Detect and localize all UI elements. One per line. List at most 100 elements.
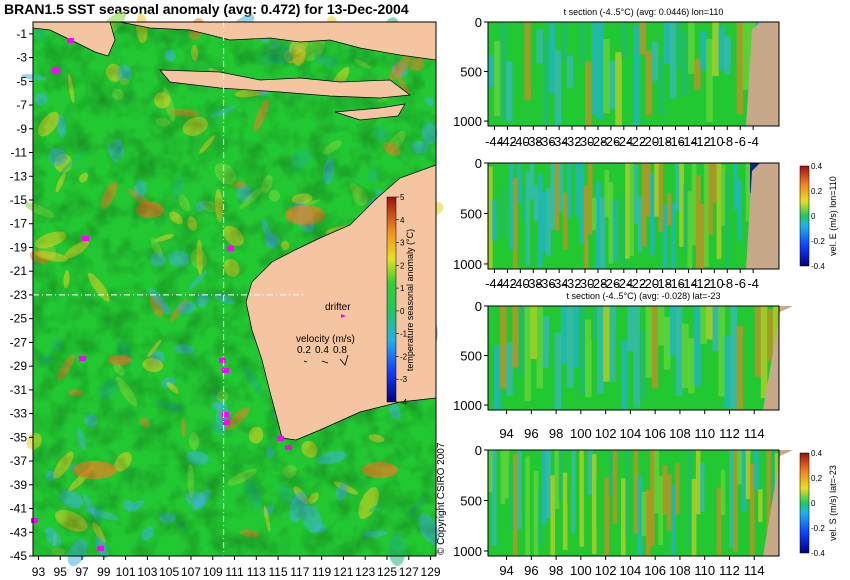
section-x-tick-label: -10 <box>705 134 724 149</box>
section-column <box>682 32 689 97</box>
section-column <box>621 196 626 266</box>
section-x-tick-label: 110 <box>694 563 715 578</box>
map-y-tick-label: -27 <box>10 335 28 349</box>
velocity-colorbar-tick-label: 0.2 <box>811 474 823 483</box>
velocity-colorbar-tick-label: 0 <box>811 212 816 221</box>
section-x-tick-label: -38 <box>524 134 543 149</box>
map-x-tick-label: 97 <box>75 565 89 579</box>
section-x-tick-label: 96 <box>524 563 538 578</box>
section-column <box>706 38 713 122</box>
section-x-tick-label: -24 <box>614 276 633 291</box>
section-column <box>608 182 614 264</box>
section-column <box>566 55 574 88</box>
map-x-tick-label: 99 <box>97 565 111 579</box>
section-column <box>762 486 768 556</box>
landmass <box>159 69 411 99</box>
velocity-colorbar-tick-label: 0.4 <box>811 449 823 458</box>
section-column <box>596 182 601 269</box>
map-y-tick-label: -39 <box>10 478 28 492</box>
section-column <box>604 476 610 556</box>
section-x-tick-label: -10 <box>705 276 724 291</box>
section-column <box>615 330 622 396</box>
section-column <box>524 306 531 401</box>
section-column <box>675 163 680 212</box>
landmass <box>334 103 406 121</box>
section-column <box>575 483 580 540</box>
section-x-tick-label: -14 <box>679 134 698 149</box>
section-column <box>609 306 616 383</box>
section-column <box>554 450 560 510</box>
velocity-colorbar-tick-label: 0.2 <box>811 187 823 196</box>
section-column <box>694 306 701 387</box>
map-y-tick-label: -1 <box>16 27 27 41</box>
section-title: t section (-4..5°C) (avg: 0.0446) lon=11… <box>564 7 724 17</box>
section-column <box>729 179 734 259</box>
section-column <box>704 473 709 509</box>
section-column <box>633 24 641 127</box>
sst-colorbar-tick-label: 1 <box>400 284 405 293</box>
section-column <box>645 163 651 217</box>
section-column <box>521 450 526 514</box>
map-x-tick-label: 127 <box>399 565 419 579</box>
section-column <box>537 486 543 546</box>
section-column <box>749 463 755 556</box>
section-column <box>500 306 507 389</box>
section-y-tick-label: 1000 <box>453 544 482 559</box>
section-column <box>730 60 738 124</box>
sst-colorbar-tick-label: -3 <box>400 375 408 384</box>
section-column <box>687 450 693 548</box>
section-column <box>724 172 730 269</box>
section-column <box>627 306 634 352</box>
section-x-tick-label: -24 <box>614 134 633 149</box>
section-column <box>542 192 547 253</box>
section-column <box>504 450 510 499</box>
section-column <box>670 485 676 556</box>
section-column <box>525 456 531 556</box>
velocity-colorbar-tick-label: 0.4 <box>811 162 823 171</box>
section-column <box>600 197 605 269</box>
section-x-tick-label: -44 <box>485 276 504 291</box>
velocity-colorbar-tick-label: -0.4 <box>811 549 825 558</box>
section-column <box>566 306 574 388</box>
section-column <box>687 191 693 269</box>
sst-colorbar-gradient <box>386 196 397 403</box>
section-column <box>669 306 677 357</box>
section-column <box>612 450 618 524</box>
section-column <box>546 187 551 256</box>
map-x-tick-label: 103 <box>137 565 157 579</box>
drifter-marker <box>97 546 104 551</box>
section-column <box>615 52 622 126</box>
map-y-tick-label: -3 <box>16 51 27 65</box>
section-x-tick-label: 100 <box>570 426 592 441</box>
section-column <box>629 163 634 256</box>
section-column <box>718 26 725 71</box>
section-column <box>608 452 614 495</box>
section-x-tick-label: -28 <box>589 134 608 149</box>
section-column <box>712 163 718 203</box>
section-x-tick-label: 110 <box>694 426 715 441</box>
section-x-tick-label: 108 <box>669 563 691 578</box>
section-x-tick-label: 102 <box>595 426 617 441</box>
section-column <box>537 173 543 267</box>
section-column <box>625 450 630 537</box>
section-column <box>562 472 568 550</box>
section-column <box>645 306 653 378</box>
drifter-marker <box>52 68 59 73</box>
section-column <box>637 196 643 253</box>
section-column <box>518 306 525 375</box>
section-x-tick-label: 100 <box>570 563 592 578</box>
section-x-tick-label: -6 <box>734 134 746 149</box>
section-column <box>700 463 705 512</box>
section-x-tick-label: -36 <box>537 134 556 149</box>
sst-colorbar-label: temperature seasonal anomaly (°C) <box>405 229 415 371</box>
section-column <box>548 22 556 94</box>
section-x-tick-label: -12 <box>692 134 711 149</box>
section-column <box>700 204 705 269</box>
section-y-tick-label: 0 <box>475 443 482 458</box>
section-column <box>587 450 593 495</box>
map-y-tick-label: -11 <box>11 146 28 160</box>
section-x-tick-label: -28 <box>589 276 608 291</box>
drifter-legend-icon <box>341 314 346 318</box>
section-column <box>530 306 537 360</box>
section-column <box>506 61 513 122</box>
